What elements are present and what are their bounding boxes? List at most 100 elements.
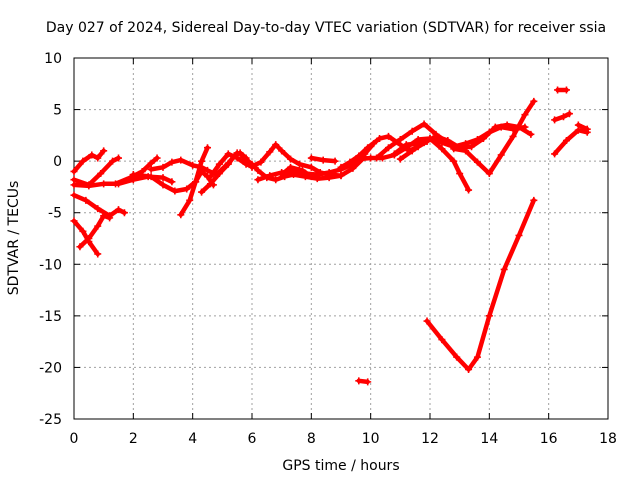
data-point xyxy=(298,166,306,174)
data-point xyxy=(500,265,508,273)
data-point xyxy=(527,130,535,138)
x-tick-label: 2 xyxy=(129,431,138,447)
data-point xyxy=(204,166,211,174)
data-point xyxy=(364,144,372,152)
data-point xyxy=(307,173,315,181)
data-point xyxy=(97,170,105,178)
data-point xyxy=(159,163,167,171)
data-point xyxy=(254,176,262,184)
y-tick-label: -20 xyxy=(39,360,62,376)
data-point xyxy=(278,147,286,155)
data-point xyxy=(70,181,78,189)
x-tick-label: 10 xyxy=(362,431,380,447)
data-point xyxy=(168,178,176,186)
data-point xyxy=(295,160,303,168)
y-tick-label: -5 xyxy=(48,206,62,222)
data-point xyxy=(94,205,102,213)
x-axis-label: GPS time / hours xyxy=(282,458,399,474)
series-arc-25 xyxy=(355,377,372,386)
data-point xyxy=(396,155,404,163)
data-point xyxy=(85,235,93,242)
plot-frame xyxy=(73,57,609,420)
data-point xyxy=(70,167,78,175)
data-point xyxy=(462,147,470,155)
data-point xyxy=(266,172,274,180)
data-point xyxy=(530,196,538,204)
data-point xyxy=(367,154,375,162)
series-arc-23 xyxy=(450,123,529,151)
data-point xyxy=(112,180,120,188)
data-point xyxy=(551,116,559,124)
data-point xyxy=(147,159,155,167)
data-point xyxy=(465,186,473,194)
data-point xyxy=(79,227,87,235)
data-point xyxy=(106,214,114,222)
data-point xyxy=(159,174,167,182)
data-point xyxy=(337,163,345,171)
data-point xyxy=(94,154,102,162)
data-point xyxy=(521,111,529,119)
data-point xyxy=(198,157,206,165)
data-point xyxy=(224,160,232,168)
data-point xyxy=(94,250,102,258)
data-point xyxy=(468,143,476,151)
data-point xyxy=(390,150,398,158)
data-point xyxy=(325,168,333,176)
data-point xyxy=(189,161,197,169)
x-tick-label: 18 xyxy=(599,431,617,447)
data-point xyxy=(76,243,84,251)
data-point xyxy=(420,120,428,128)
data-point xyxy=(120,209,128,217)
data-point xyxy=(215,160,223,168)
data-point xyxy=(509,125,517,133)
x-tick-label: 4 xyxy=(188,431,197,447)
series-arc-26 xyxy=(551,126,591,158)
data-point xyxy=(420,139,428,147)
data-point xyxy=(583,125,591,133)
data-point xyxy=(384,144,392,152)
data-point xyxy=(153,154,161,162)
data-point xyxy=(551,150,559,158)
data-point xyxy=(109,157,117,165)
data-point xyxy=(562,86,570,94)
data-point xyxy=(171,187,179,195)
x-tick-label: 8 xyxy=(307,431,316,447)
data-point xyxy=(530,97,538,105)
data-point xyxy=(465,365,473,373)
data-point xyxy=(233,154,241,162)
data-point xyxy=(473,158,481,166)
y-tick-label: -15 xyxy=(39,309,62,325)
data-point xyxy=(129,171,137,179)
data-series xyxy=(70,86,591,386)
data-point xyxy=(346,158,354,166)
data-point xyxy=(497,151,505,159)
data-point xyxy=(462,140,470,148)
data-point xyxy=(355,155,363,163)
data-point xyxy=(236,149,244,157)
grid-lines xyxy=(74,58,608,419)
y-tick-label: -25 xyxy=(39,412,62,428)
series-arc-24 xyxy=(423,196,538,373)
x-tick-label: 0 xyxy=(70,431,79,447)
data-point xyxy=(215,170,223,178)
data-point xyxy=(373,154,381,162)
series-trace xyxy=(71,218,100,257)
x-tick-label: 16 xyxy=(540,431,558,447)
data-point xyxy=(453,353,461,361)
data-point xyxy=(307,154,315,162)
data-point xyxy=(396,135,404,143)
series-arc-01 xyxy=(70,147,108,175)
data-point xyxy=(159,181,167,189)
data-point xyxy=(206,180,214,188)
data-point xyxy=(85,182,93,190)
data-point xyxy=(562,137,570,145)
data-point xyxy=(337,172,345,180)
data-point xyxy=(485,312,493,320)
data-point xyxy=(307,163,315,171)
series-arc-16 xyxy=(307,154,339,165)
y-tick-label: 10 xyxy=(44,51,62,67)
data-point xyxy=(384,132,392,140)
series-trace xyxy=(424,198,537,372)
series-arc-27 xyxy=(551,110,573,124)
